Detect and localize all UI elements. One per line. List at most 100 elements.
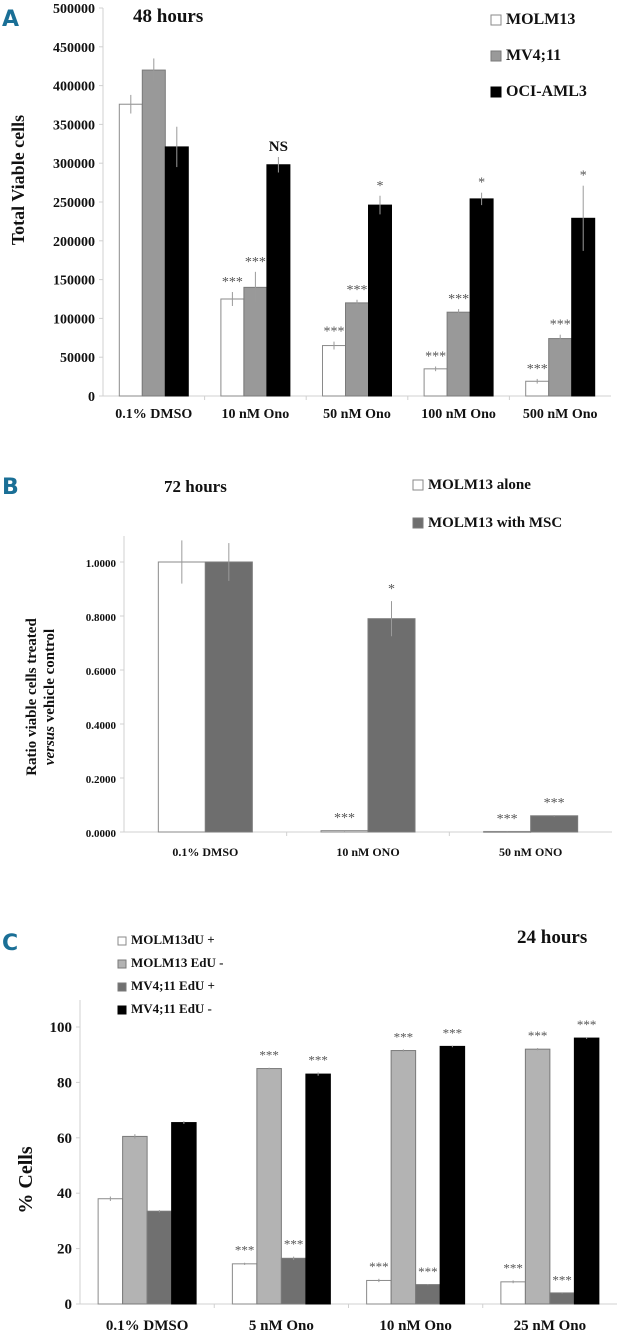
x-category-label: 25 nM Ono — [514, 1318, 587, 1334]
panel-a-chart: A 48 hours Total Viable cells 0 50000 1000… — [2, 2, 611, 422]
legend-swatch — [117, 959, 127, 969]
y-tick-label: 1.0000 — [86, 558, 117, 570]
bar — [548, 338, 573, 397]
y-tick-label: 500000 — [53, 2, 95, 17]
panel-b-y-label-line1: Ratio viable cells treated — [24, 618, 40, 776]
panel-c-title: 24 hours — [517, 927, 587, 948]
bar — [573, 1037, 600, 1305]
significance-marker: *** — [222, 275, 243, 290]
y-tick-label: 0.4000 — [86, 720, 117, 732]
bar — [171, 1122, 197, 1305]
significance-marker: * — [580, 169, 587, 184]
panel-b-title: 72 hours — [164, 477, 227, 496]
x-category-label: 0.1% DMSO — [106, 1318, 189, 1334]
significance-marker: *** — [448, 292, 469, 307]
bar — [141, 69, 166, 397]
bar — [530, 815, 579, 833]
panel-b-bars: ********** — [157, 540, 579, 833]
x-category-label: 0.1% DMSO — [115, 407, 192, 422]
panel-c-chart: C 24 hours % Cells 0 20 40 60 80 100 0.1% DMSO… — [2, 927, 617, 1334]
significance-marker: * — [478, 176, 485, 191]
bar — [220, 298, 245, 397]
bar — [446, 311, 471, 397]
panel-a-legend: MOLM13 MV4;11 OCI-AML3 — [490, 11, 587, 100]
y-tick-label: 250000 — [53, 196, 95, 211]
x-category-label: 50 nM ONO — [499, 845, 562, 859]
bar — [97, 1198, 124, 1305]
legend-swatch — [412, 479, 424, 491]
bar — [345, 302, 369, 397]
significance-marker: *** — [308, 1052, 328, 1067]
bar — [366, 1279, 392, 1305]
bar — [280, 1257, 307, 1305]
bar — [157, 561, 206, 833]
y-tick-label: 100000 — [53, 312, 95, 327]
significance-marker: *** — [418, 1264, 438, 1279]
x-category-label: 100 nM Ono — [421, 407, 496, 422]
y-tick-label: 450000 — [53, 41, 95, 56]
panel-c-bars: *** *** *** *** *** *** *** *** *** *** *** *** — [97, 1017, 600, 1305]
panel-a-y-ticks: 0 50000 100000 150000 200000 250000 300000 3500… — [53, 2, 611, 422]
legend-label: MV4;11 EdU + — [131, 978, 215, 993]
bar — [122, 1135, 148, 1305]
legend-swatch — [490, 14, 502, 26]
y-tick-label: 0.2000 — [86, 774, 117, 786]
panel-c-y-axis-label: % Cells — [15, 1146, 37, 1213]
bar — [549, 1292, 575, 1305]
panel-a-bars: ******NS********************* — [118, 58, 596, 397]
significance-marker: *** — [443, 1026, 463, 1041]
x-category-label: 50 nM Ono — [323, 407, 391, 422]
legend-swatch — [490, 86, 502, 98]
panel-b-y-label-line2: versus vehicle control — [42, 629, 58, 765]
x-category-label: 5 nM Ono — [249, 1318, 314, 1334]
panel-c-letter: C — [2, 931, 18, 956]
legend-label: MOLM13dU + — [131, 932, 215, 947]
legend-label: MV4;11 EdU - — [131, 1001, 212, 1016]
y-tick-label: 150000 — [53, 274, 95, 289]
bar — [423, 368, 448, 397]
legend-label: MOLM13 — [506, 11, 575, 28]
panel-b-legend: MOLM13 alone MOLM13 with MSC — [412, 477, 562, 531]
panel-b-y-label-rest: vehicle control — [42, 629, 58, 726]
y-tick-label: 0.8000 — [86, 612, 117, 624]
panel-c-y-ticks: 0 20 40 60 80 100 0.1% DMSO 5 nM Ono 10 nM Ono 25… — [50, 1000, 617, 1334]
panel-b-chart: B 72 hours Ratio viable cells treated ve… — [2, 475, 612, 859]
x-category-label: 10 nM Ono — [222, 407, 290, 422]
bar — [469, 198, 494, 397]
y-tick-label: 0 — [88, 390, 95, 405]
significance-marker: *** — [245, 255, 266, 270]
bar — [367, 618, 416, 833]
y-tick-label: 100 — [50, 1020, 73, 1036]
x-category-label: 10 nM Ono — [379, 1318, 452, 1334]
legend-swatch — [117, 982, 127, 992]
panel-b-y-label-versus: versus — [42, 726, 58, 765]
bar — [146, 1210, 173, 1305]
significance-marker: *** — [528, 1028, 548, 1043]
bar — [243, 286, 268, 397]
bar — [256, 1068, 282, 1305]
panel-a-title: 48 hours — [133, 6, 203, 27]
significance-marker: * — [377, 179, 384, 194]
significance-marker: *** — [334, 811, 355, 826]
panel-b-y-axis-label: Ratio viable cells treated versus vehicl… — [24, 618, 58, 776]
significance-marker: *** — [259, 1048, 279, 1063]
significance-marker: *** — [497, 812, 518, 827]
panel-b-letter: B — [2, 475, 19, 500]
legend-swatch — [117, 1005, 127, 1015]
significance-marker: *** — [324, 325, 345, 340]
legend-label: MOLM13 with MSC — [428, 515, 562, 531]
y-tick-label: 80 — [57, 1075, 72, 1091]
significance-marker: *** — [394, 1029, 414, 1044]
legend-label: MOLM13 alone — [428, 477, 531, 493]
significance-marker: *** — [347, 283, 368, 298]
bar — [524, 1048, 551, 1305]
significance-marker: NS — [269, 139, 288, 155]
bar — [390, 1050, 417, 1305]
legend-swatch — [412, 517, 424, 529]
bar — [231, 1263, 258, 1305]
x-category-label: 500 nM Ono — [523, 407, 598, 422]
y-tick-label: 200000 — [53, 235, 95, 250]
legend-swatch — [117, 936, 127, 946]
significance-marker: *** — [235, 1243, 255, 1258]
significance-marker: *** — [577, 1017, 597, 1032]
